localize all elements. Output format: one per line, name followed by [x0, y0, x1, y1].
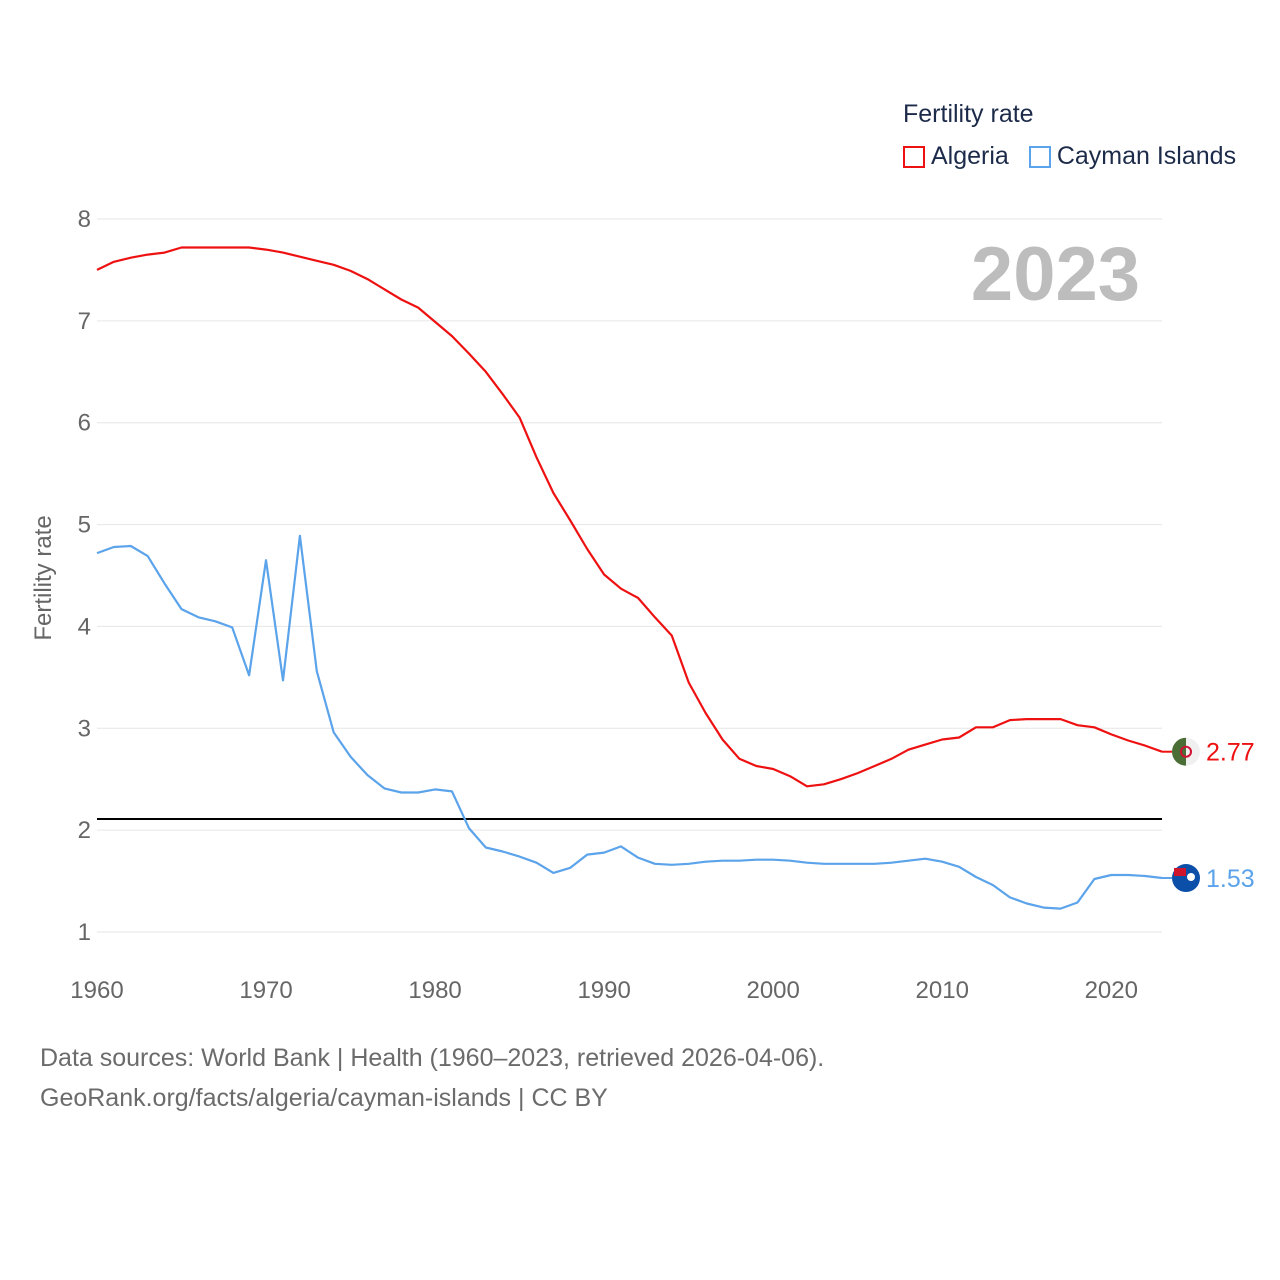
x-tick-label: 2000 [746, 977, 799, 1004]
series-line-algeria [96, 246, 1163, 788]
x-tick-label: 1980 [408, 977, 461, 1004]
x-tick-label: 2020 [1085, 977, 1138, 1004]
legend-title: Fertility rate [903, 100, 1034, 128]
legend-label-algeria: Algeria [931, 142, 1009, 170]
x-tick-label: 1990 [577, 977, 630, 1004]
x-tick-label: 1960 [70, 977, 123, 1004]
end-value-label: 2.77 [1206, 739, 1255, 767]
y-axis-title: Fertility rate [30, 515, 57, 640]
legend: Algeria Cayman Islands [903, 142, 1236, 171]
legend-label-cayman-islands: Cayman Islands [1056, 142, 1237, 170]
y-tick-label: 5 [78, 512, 91, 539]
flag-algeria-left [1172, 737, 1186, 766]
y-tick-label: 7 [78, 308, 91, 335]
year-label: 2023 [971, 232, 1140, 317]
y-tick-label: 1 [78, 919, 91, 946]
legend-swatch-cayman-islands [1028, 145, 1051, 168]
flag-cayman-union [1174, 868, 1186, 877]
flag-cayman-crest [1187, 873, 1195, 882]
footer-attribution[interactable]: GeoRank.org/facts/algeria/cayman-islands… [40, 1084, 608, 1112]
x-tick-label: 2010 [916, 977, 969, 1004]
y-tick-label: 3 [78, 715, 91, 742]
legend-item-cayman-islands[interactable]: Cayman Islands [1028, 142, 1237, 171]
legend-swatch-algeria [903, 145, 925, 168]
series-line-cayman-islands [96, 534, 1163, 910]
legend-item-algeria[interactable]: Algeria [903, 142, 1009, 171]
flag-algeria-right [1186, 737, 1200, 766]
flag-algeria-crescent [1180, 745, 1192, 758]
footer-sources: Data sources: World Bank | Health (1960–… [40, 1044, 825, 1072]
y-tick-label: 6 [78, 410, 91, 437]
y-tick-label: 2 [78, 817, 91, 844]
y-tick-label: 8 [78, 206, 91, 233]
end-value-label: 1.53 [1206, 865, 1255, 893]
y-tick-label: 4 [78, 613, 91, 640]
x-tick-label: 1970 [239, 977, 292, 1004]
